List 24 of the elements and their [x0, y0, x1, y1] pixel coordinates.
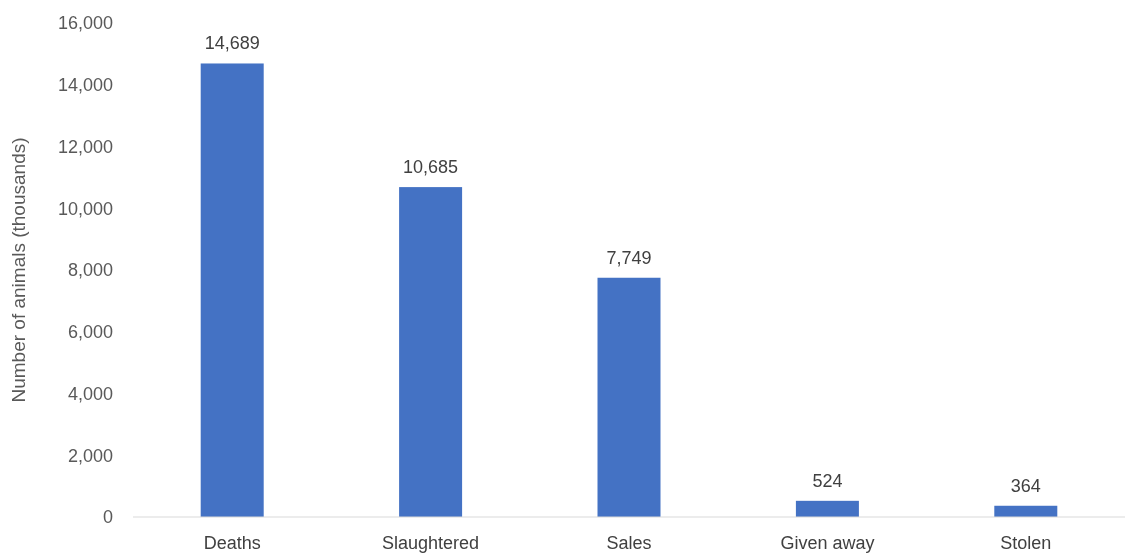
bar [795, 500, 859, 517]
y-tick-label: 12,000 [57, 136, 113, 157]
data-label: 364 [1010, 475, 1041, 496]
y-tick-label: 10,000 [57, 198, 113, 219]
bar [399, 187, 463, 517]
bar [200, 63, 264, 517]
y-axis-title: Number of animals (thousands) [8, 137, 29, 403]
y-tick-label: 14,000 [57, 75, 113, 96]
y-tick-label: 4,000 [67, 383, 113, 404]
x-tick-label: Stolen [1000, 533, 1052, 553]
y-tick-label: 8,000 [67, 260, 113, 281]
data-label: 10,685 [403, 157, 459, 178]
x-tick-label: Given away [780, 533, 875, 553]
data-label: 524 [812, 470, 843, 491]
x-tick-label: Sales [606, 533, 652, 553]
data-label: 7,749 [606, 247, 652, 268]
x-tick-label: Deaths [203, 533, 261, 553]
y-tick-label: 16,000 [57, 13, 113, 34]
data-label: 14,689 [204, 33, 260, 54]
y-tick-label: 6,000 [67, 322, 113, 343]
bar [597, 277, 661, 517]
y-tick-label: 0 [102, 507, 113, 528]
x-tick-label: Slaughtered [382, 533, 480, 553]
y-tick-label: 2,000 [67, 445, 113, 466]
